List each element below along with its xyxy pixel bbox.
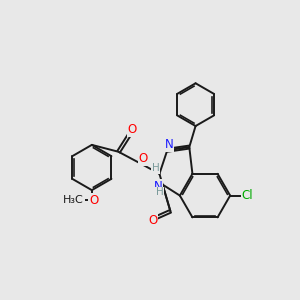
Text: O: O [148,214,157,226]
Text: N: N [164,138,173,151]
Text: O: O [89,194,98,207]
Text: O: O [139,152,148,165]
Text: H: H [152,163,160,173]
Text: H₃C: H₃C [63,195,84,205]
Text: N: N [154,180,162,193]
Text: Cl: Cl [242,189,253,202]
Text: H: H [156,188,163,197]
Text: O: O [128,123,137,136]
